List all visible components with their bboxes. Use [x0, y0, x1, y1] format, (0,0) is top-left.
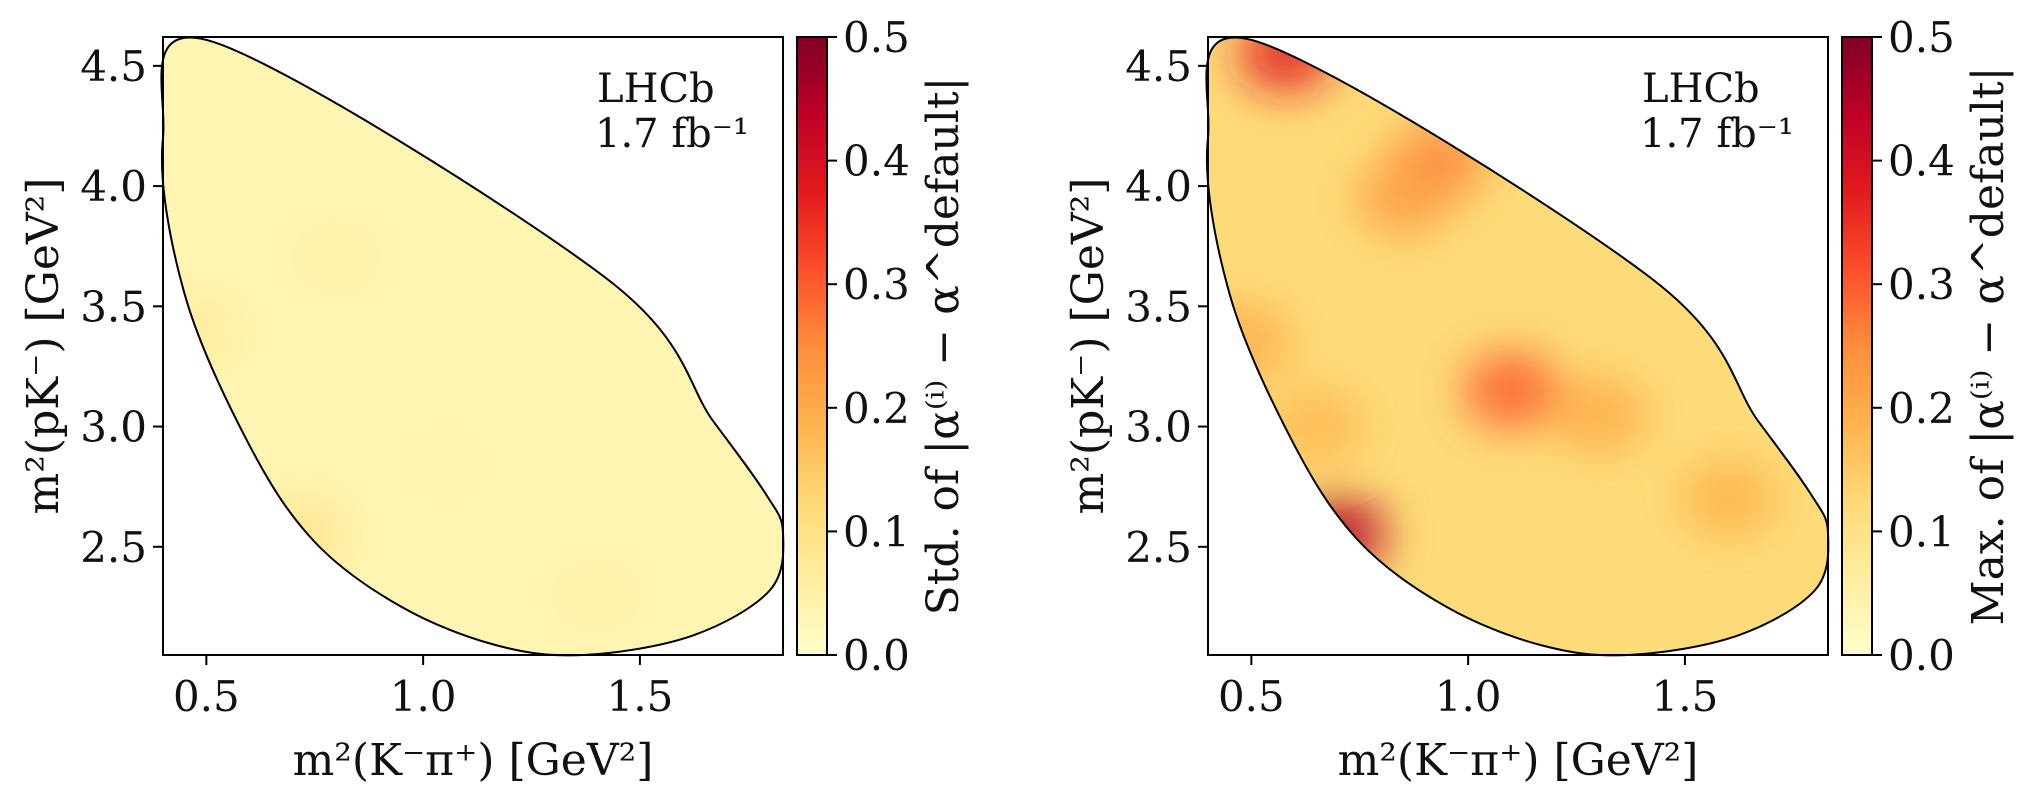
colorbar-tick-label: 0.3 [1888, 260, 1955, 309]
heatmap-feature [1550, 376, 1647, 453]
colorbar-tick-label: 0.5 [1888, 13, 1955, 62]
y-axis-label-max: m²(pK⁻) [GeV²] [1063, 178, 1114, 515]
x-tick-label: 0.5 [1218, 672, 1285, 721]
y-tick-label: 3.0 [80, 403, 147, 452]
y-tick-label: 4.0 [80, 162, 147, 211]
x-axis-label-max: m²(K⁻π⁺) [GeV²] [1338, 735, 1699, 786]
y-ticks-max: 2.5 3.0 3.5 4.0 4.5 [1125, 42, 1208, 572]
x-tick-label: 1.5 [1652, 672, 1719, 721]
panel-max: 0.5 1.0 1.5 2.53.03.54.04.5 LHCb 1.7 fb⁻¹ … [1063, 13, 2014, 786]
heatmap-feature [548, 556, 645, 633]
colorbar-max [1841, 36, 1873, 656]
heatmap-feature [1463, 352, 1560, 429]
y-tick-label: 4.0 [1125, 162, 1192, 211]
colorbar-tick-label: 0.4 [843, 137, 910, 186]
heatmap-feature [161, 292, 242, 369]
colorbar-std [796, 36, 828, 656]
plot-frame-std [162, 36, 784, 656]
x-tick-label: 1.5 [607, 672, 674, 721]
y-ticks-std: 2.5 3.0 3.5 4.0 4.5 [80, 42, 163, 572]
y-tick-label: 3.5 [80, 282, 147, 331]
colorbar-tick-label: 0.4 [1888, 137, 1955, 186]
colorbar-ticks-max: 0.0 0.1 0.2 0.3 0.4 0.5 [1872, 13, 1955, 680]
annotation-lumi-std: 1.7 fb⁻¹ [595, 111, 749, 157]
colorbar-tick-label: 0.1 [1888, 507, 1955, 556]
colorbar-tick-label: 0.3 [843, 260, 910, 309]
heatmap-feature [1355, 160, 1452, 237]
heatmap-feature [1268, 388, 1365, 465]
y-tick-label: 2.5 [1125, 523, 1192, 572]
annotation-lumi-max: 1.7 fb⁻¹ [1640, 111, 1794, 157]
colorbar-tick-label: 0.0 [843, 631, 910, 680]
y-tick-label: 4.5 [80, 42, 147, 91]
x-ticks-std: 0.5 1.0 1.5 [173, 655, 673, 721]
colorbar-tick-label: 0.2 [1888, 384, 1955, 433]
x-ticks-max: 0.5 1.0 1.5 [1218, 655, 1718, 721]
x-tick-label: 1.0 [1435, 672, 1502, 721]
y-tick-label: 4.5 [1125, 42, 1192, 91]
heatmap-feature [1290, 496, 1387, 573]
heatmap-feature [1206, 304, 1291, 381]
x-tick-label: 0.5 [173, 672, 240, 721]
x-axis-label-std: m²(K⁻π⁺) [GeV²] [293, 735, 654, 786]
colorbar-tick-label: 0.2 [843, 384, 910, 433]
colorbar-tick-label: 0.5 [843, 13, 910, 62]
colorbar-tick-label: 0.1 [843, 507, 910, 556]
annotation-lhcb-max: LHCb [1642, 66, 1760, 112]
y-tick-label: 2.5 [80, 523, 147, 572]
plot-frame-max [1207, 36, 1829, 656]
colorbar-ticks-std: 0.0 0.1 0.2 0.3 0.4 0.5 [827, 13, 910, 680]
colorbar-label-max: Max. of |α⁽ⁱ⁾ − α^default| [1963, 67, 2014, 626]
heatmap-feature [288, 220, 385, 297]
y-tick-label: 3.0 [1125, 403, 1192, 452]
panel-std: 0.5 1.0 1.5 2.53.03.54.04.5 LHCb 1.7 fb⁻¹ … [18, 13, 969, 786]
colorbar-label-std: Std. of |α⁽ⁱ⁾ − α^default| [918, 77, 969, 616]
y-axis-label-std: m²(pK⁻) [GeV²] [18, 178, 69, 515]
annotation-lhcb-std: LHCb [597, 66, 715, 112]
y-tick-label: 3.5 [1125, 282, 1192, 331]
x-tick-label: 1.0 [390, 672, 457, 721]
colorbar-tick-label: 0.0 [1888, 631, 1955, 680]
heatmap-feature [1680, 460, 1777, 537]
heatmap-feature [396, 424, 493, 501]
